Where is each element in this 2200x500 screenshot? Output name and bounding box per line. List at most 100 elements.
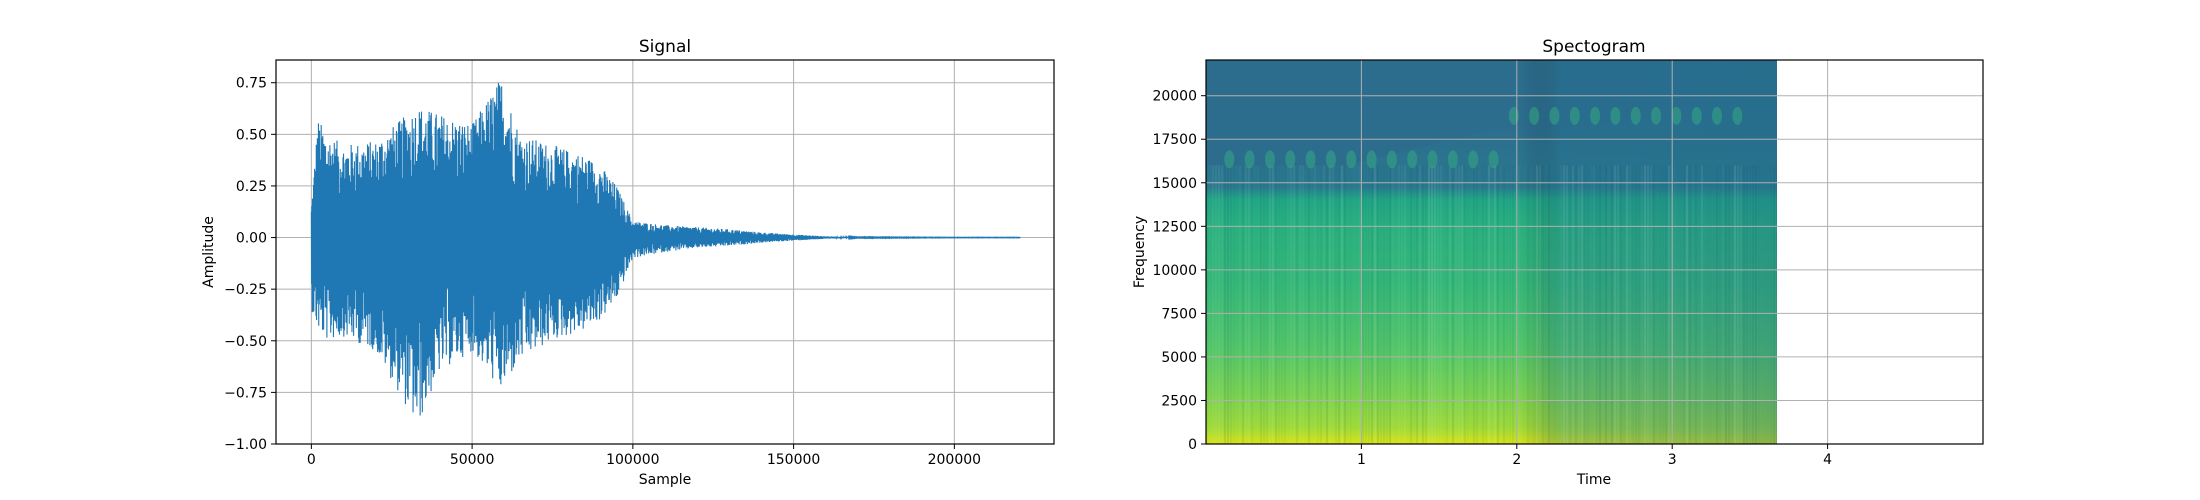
spectrogram-texture (1647, 165, 1649, 444)
spectrogram-texture (1383, 165, 1385, 444)
spectrogram-texture (1284, 165, 1286, 444)
spectrogram-texture (1596, 165, 1598, 444)
spectrogram-texture (1224, 165, 1226, 444)
spectrogram-texture (1590, 165, 1592, 444)
signal-y-tick-label: −0.25 (224, 282, 267, 298)
spectrogram-texture (1461, 165, 1463, 444)
spectrogram-texture (1362, 165, 1364, 444)
spectrogram-texture (1644, 165, 1646, 444)
spectrogram-texture (1389, 165, 1391, 444)
spectrogram-texture (1770, 165, 1772, 444)
spectrogram-texture (1731, 165, 1733, 444)
spectrogram-texture (1653, 165, 1655, 444)
spectrogram-edge-blob (1407, 150, 1418, 169)
spectrogram-texture (1551, 165, 1553, 444)
spectrogram-texture (1458, 165, 1460, 444)
spectrogram-edge-blob (1468, 150, 1479, 169)
spectrogram-texture (1422, 165, 1424, 444)
spectrogram-texture (1251, 165, 1253, 444)
spectrogram-texture (1347, 165, 1349, 444)
spectrogram-texture (1269, 165, 1271, 444)
spectrogram-texture (1722, 165, 1724, 444)
signal-y-tick-label: 0.50 (236, 127, 267, 143)
spectrogram-texture (1686, 165, 1688, 444)
spectrogram-texture (1638, 165, 1640, 444)
spectrogram-texture (1752, 165, 1754, 444)
spectrogram-texture (1662, 165, 1664, 444)
spectrogram-texture (1560, 165, 1562, 444)
spectrogram-texture (1293, 165, 1295, 444)
signal-x-tick-label: 100000 (606, 452, 659, 468)
spectrogram-texture (1449, 165, 1451, 444)
spectrogram-texture (1212, 165, 1214, 444)
spectrogram-texture (1548, 165, 1550, 444)
spectrogram-edge-blob (1305, 150, 1316, 169)
spectrogram-texture (1281, 165, 1283, 444)
spectrogram-texture (1692, 165, 1694, 444)
signal-ticks: 0 50000 100000 150000 200000 −1.00 −0.75 −0.50 −… (224, 76, 981, 468)
spectrogram-texture (1296, 165, 1298, 444)
signal-title: Signal (639, 37, 691, 57)
spectrogram-texture (1581, 165, 1583, 444)
spectrogram-texture (1761, 165, 1763, 444)
spectrogram-texture (1755, 165, 1757, 444)
spectrogram-texture (1338, 165, 1340, 444)
spectrogram-texture (1734, 165, 1736, 444)
spectrogram-texture (1356, 165, 1358, 444)
spectrogram-texture (1623, 165, 1625, 444)
spectrogram-texture (1452, 165, 1454, 444)
spectrogram-texture (1410, 165, 1412, 444)
signal-x-tick-label: 0 (307, 452, 316, 468)
spectrogram-texture (1758, 165, 1760, 444)
signal-x-tick-label: 150000 (767, 452, 820, 468)
spectrogram-texture (1239, 165, 1241, 444)
signal-waveform-line (310, 83, 1021, 416)
signal-y-tick-label: 0.25 (236, 179, 267, 195)
spectrogram-edge-blob (1630, 106, 1641, 125)
spectrogram-edge-blob (1671, 106, 1682, 125)
spectrogram-texture (1467, 165, 1469, 444)
signal-plot: 0 50000 100000 150000 200000 −1.00 −0.75 −0.50 −… (201, 37, 1055, 488)
spectrogram-edge-blob (1224, 150, 1235, 169)
spectrogram-texture (1392, 165, 1394, 444)
spectrogram-texture (1233, 165, 1235, 444)
spectrogram-texture (1353, 165, 1355, 444)
spectrogram-texture (1524, 165, 1526, 444)
spectrogram-y-tick-label: 2500 (1161, 393, 1197, 409)
spectrogram-texture (1569, 165, 1571, 444)
spectrogram-texture (1311, 165, 1313, 444)
spectrogram-edge-blob (1549, 106, 1560, 125)
spectrogram-texture (1767, 165, 1769, 444)
spectrogram-texture (1287, 165, 1289, 444)
spectrogram-texture (1512, 165, 1514, 444)
spectrogram-texture (1656, 165, 1658, 444)
spectrogram-texture (1698, 165, 1700, 444)
spectrogram-texture (1668, 165, 1670, 444)
spectrogram-texture (1746, 165, 1748, 444)
spectrogram-edge-blob (1285, 150, 1296, 169)
spectrogram-texture (1413, 165, 1415, 444)
spectrogram-edge-blob (1366, 150, 1377, 169)
spectrogram-texture (1431, 165, 1433, 444)
spectrogram-texture (1326, 165, 1328, 444)
spectrogram-texture (1572, 165, 1574, 444)
spectrogram-texture (1227, 165, 1229, 444)
spectrogram-texture (1566, 165, 1568, 444)
spectrogram-texture (1377, 165, 1379, 444)
spectrogram-texture (1704, 165, 1706, 444)
spectrogram-fade (1206, 60, 1777, 444)
spectrogram-edge-blob (1427, 150, 1438, 169)
spectrogram-texture (1485, 165, 1487, 444)
spectrogram-edge-blob (1569, 106, 1580, 125)
spectrogram-texture (1650, 165, 1652, 444)
spectrogram-texture (1740, 165, 1742, 444)
spectrogram-texture (1536, 165, 1538, 444)
spectrogram-texture (1608, 165, 1610, 444)
spectrogram-texture (1380, 165, 1382, 444)
spectrogram-texture (1719, 165, 1721, 444)
spectrogram-texture (1527, 165, 1529, 444)
spectrogram-texture (1464, 165, 1466, 444)
spectrogram-texture (1701, 165, 1703, 444)
spectrogram-texture (1482, 165, 1484, 444)
spectrogram-texture (1773, 165, 1775, 444)
